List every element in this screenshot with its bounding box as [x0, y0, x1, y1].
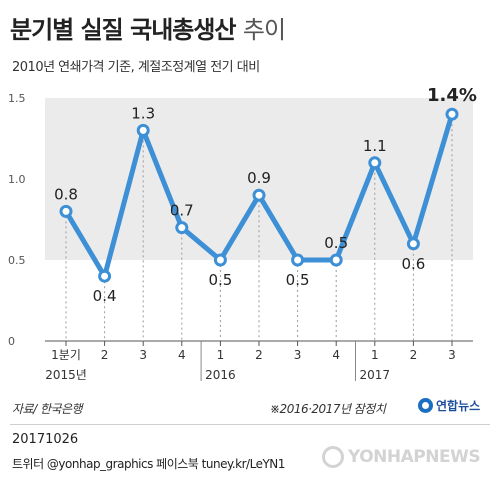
- y-tick-label: 0: [8, 335, 15, 348]
- data-label: 0.9: [247, 169, 271, 187]
- data-point: [252, 188, 266, 202]
- x-tick-label: 2: [101, 348, 109, 362]
- data-label: 0.4: [93, 287, 117, 305]
- data-label: 0.6: [401, 255, 425, 273]
- chart-subtitle: 2010년 연쇄가격 기준, 계절조정계열 전기 대비: [12, 60, 260, 75]
- x-tick-label: 1분기: [51, 348, 81, 362]
- chart-title-main: 분기별 실질 국내총생산: [10, 16, 237, 44]
- data-point: [98, 269, 112, 283]
- watermark-logo-icon: [322, 446, 344, 468]
- social-links: 트위터 @yonhap_graphics 페이스북 tuney.kr/LeYN1: [12, 457, 285, 471]
- x-tick-label: 2: [410, 348, 418, 362]
- year-label: 2016: [205, 368, 236, 382]
- data-point: [406, 237, 420, 251]
- data-point: [329, 253, 343, 267]
- data-point: [368, 156, 382, 170]
- data-label: 1.4%: [427, 85, 477, 106]
- preliminary-note: ※2016·2017년 잠정치: [270, 402, 386, 416]
- watermark-text: YONHAPNEWS: [348, 447, 481, 467]
- x-tick-label: 4: [332, 348, 340, 362]
- data-point: [213, 253, 227, 267]
- data-label: 0.7: [170, 202, 194, 220]
- brand-name: 연합뉴스: [436, 399, 481, 413]
- data-label: 0.8: [54, 185, 78, 203]
- publish-date: 20171026: [12, 432, 79, 447]
- x-tick-label: 1: [217, 348, 225, 362]
- data-point: [445, 107, 459, 121]
- data-label: 0.5: [286, 271, 310, 289]
- source-note: 자료/ 한국은행: [12, 402, 83, 416]
- chart-title: 분기별 실질 국내총생산 추이: [10, 10, 286, 45]
- data-label: 1.1: [363, 137, 387, 155]
- data-label: 1.3: [131, 104, 155, 122]
- data-point: [175, 221, 189, 235]
- chart-title-light: 추이: [242, 16, 286, 44]
- y-tick-label: 1.0: [8, 173, 26, 186]
- data-label: 0.5: [208, 271, 232, 289]
- x-tick-label: 4: [178, 348, 186, 362]
- watermark: YONHAPNEWS: [322, 446, 481, 468]
- data-point: [291, 253, 305, 267]
- yonhap-brand: 연합뉴스: [418, 397, 480, 414]
- year-label: 2017: [360, 368, 391, 382]
- x-tick-label: 2: [255, 348, 263, 362]
- x-tick-label: 3: [294, 348, 302, 362]
- x-tick-label: 3: [139, 348, 147, 362]
- data-point: [136, 123, 150, 137]
- grid-band-top: [45, 98, 473, 179]
- data-label: 0.5: [324, 234, 348, 252]
- data-point: [59, 204, 73, 218]
- footer-divider: [10, 424, 490, 425]
- yonhap-logo-icon: [418, 398, 433, 413]
- x-tick-label: 3: [448, 348, 456, 362]
- x-tick-label: 1: [371, 348, 379, 362]
- y-tick-label: 1.5: [8, 92, 26, 105]
- y-tick-label: 0.5: [8, 254, 26, 267]
- year-label: 2015년: [45, 368, 87, 382]
